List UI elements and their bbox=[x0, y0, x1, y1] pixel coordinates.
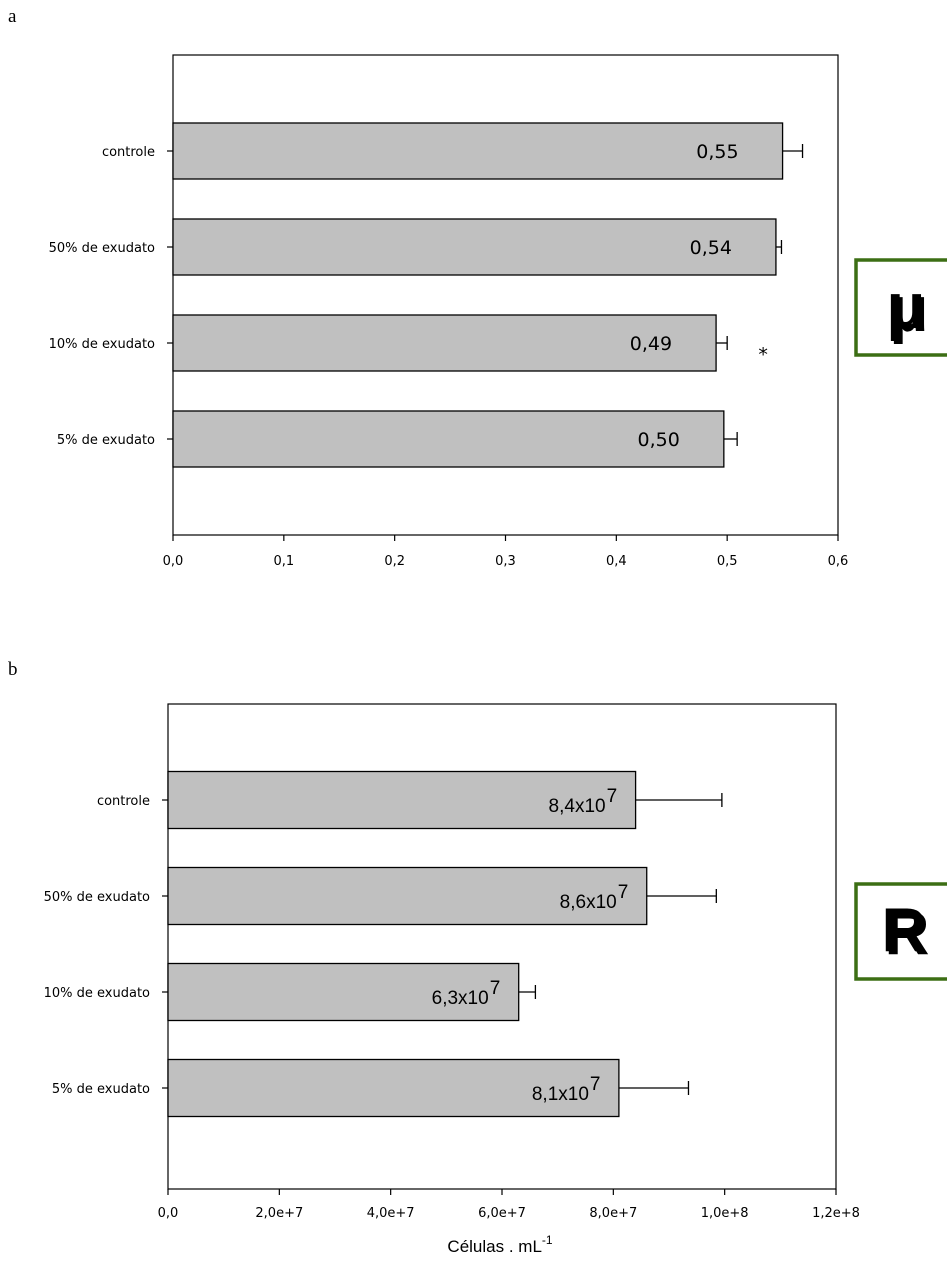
x-tick-label: 0,4 bbox=[606, 554, 627, 569]
bar bbox=[172, 410, 725, 468]
value-label: 8,4x10 bbox=[549, 796, 606, 817]
category-label: controle bbox=[97, 794, 150, 809]
mu-badge: μ μ bbox=[854, 258, 947, 357]
category-label: 50% de exudato bbox=[49, 241, 155, 256]
panel-b-category-labels: controle 50% de exudato 10% de exudato 5% d… bbox=[44, 794, 168, 1097]
mu-badge-text: μ bbox=[886, 270, 925, 342]
category-label: 5% de exudato bbox=[52, 1082, 150, 1097]
category-label: 10% de exudato bbox=[49, 337, 155, 352]
x-tick-label: 1,2e+8 bbox=[812, 1206, 860, 1221]
x-tick-label: 4,0e+7 bbox=[367, 1206, 415, 1221]
value-label: 8,6x10 bbox=[560, 892, 617, 913]
value-label: 0,55 bbox=[696, 141, 738, 163]
panel-b-x-axis: 0,0 2,0e+7 4,0e+7 6,0e+7 8,0e+7 1,0e+8 1,2e+8 bbox=[158, 1189, 860, 1221]
panel-a-x-axis: 0,0 0,1 0,2 0,3 0,4 0,5 0,6 bbox=[163, 535, 849, 569]
x-tick-label: 1,0e+8 bbox=[701, 1206, 749, 1221]
x-tick-label: 0,3 bbox=[495, 554, 516, 569]
panel-a-category-labels: controle 50% de exudato 10% de exudato 5% d… bbox=[49, 145, 173, 448]
value-label: 0,49 bbox=[630, 333, 672, 355]
bar bbox=[167, 866, 648, 926]
x-tick-label: 0,0 bbox=[163, 554, 184, 569]
category-label: 10% de exudato bbox=[44, 986, 150, 1001]
category-label: 5% de exudato bbox=[57, 433, 155, 448]
significance-marker: * bbox=[758, 344, 768, 366]
value-label: 6,3x10 bbox=[432, 988, 489, 1009]
r-badge: R R bbox=[854, 882, 947, 981]
panel-b: b 8,4x10 78,6x10 76,3x10 78,1x10 7 0,0 2,0e+7… bbox=[8, 659, 947, 1256]
mu-badge-shadow: μ bbox=[889, 273, 928, 345]
value-label: 8,1x10 bbox=[532, 1084, 589, 1105]
x-tick-label: 0,1 bbox=[273, 554, 294, 569]
r-badge-shadow: R bbox=[885, 899, 930, 968]
value-label-exponent: 7 bbox=[590, 1074, 601, 1095]
value-label-exponent: 7 bbox=[607, 786, 618, 807]
x-tick-label: 0,0 bbox=[158, 1206, 179, 1221]
panel-b-x-axis-title: Células . mL-1 bbox=[447, 1233, 552, 1256]
bar bbox=[172, 218, 777, 276]
value-label-exponent: 7 bbox=[618, 882, 629, 903]
x-tick-label: 6,0e+7 bbox=[478, 1206, 526, 1221]
category-label: 50% de exudato bbox=[44, 890, 150, 905]
x-tick-label: 2,0e+7 bbox=[255, 1206, 303, 1221]
x-axis-title-superscript: -1 bbox=[542, 1233, 553, 1247]
value-label-exponent: 7 bbox=[490, 978, 501, 999]
panel-a: a 0,550,540,49 *0,50 0,0 0,1 0,2 0,3 0,4 0,5 0,… bbox=[8, 6, 947, 569]
panel-b-label: b bbox=[8, 659, 18, 680]
category-label: controle bbox=[102, 145, 155, 160]
bar bbox=[167, 1058, 620, 1118]
value-label: 0,50 bbox=[638, 429, 680, 451]
panel-a-bars: 0,55 0,54 0,49 * 0,50 bbox=[172, 122, 804, 468]
bar bbox=[172, 122, 784, 180]
bar bbox=[172, 314, 717, 372]
panel-b-bars: 8,4x10 78,6x10 76,3x10 78,1x10 7 bbox=[167, 770, 723, 1118]
x-tick-label: 0,6 bbox=[828, 554, 849, 569]
x-tick-label: 8,0e+7 bbox=[589, 1206, 637, 1221]
x-tick-label: 0,5 bbox=[717, 554, 738, 569]
r-badge-text: R bbox=[882, 896, 927, 965]
value-label: 0,54 bbox=[690, 237, 732, 259]
panel-a-label: a bbox=[8, 6, 17, 27]
x-tick-label: 0,2 bbox=[384, 554, 405, 569]
